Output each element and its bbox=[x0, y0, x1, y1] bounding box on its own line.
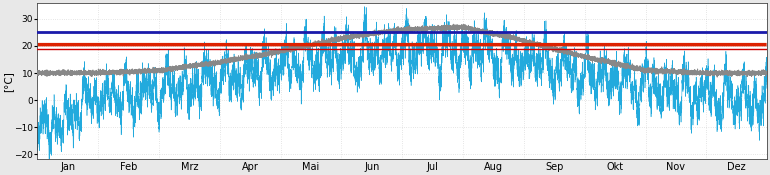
Y-axis label: [°C]: [°C] bbox=[3, 71, 13, 92]
